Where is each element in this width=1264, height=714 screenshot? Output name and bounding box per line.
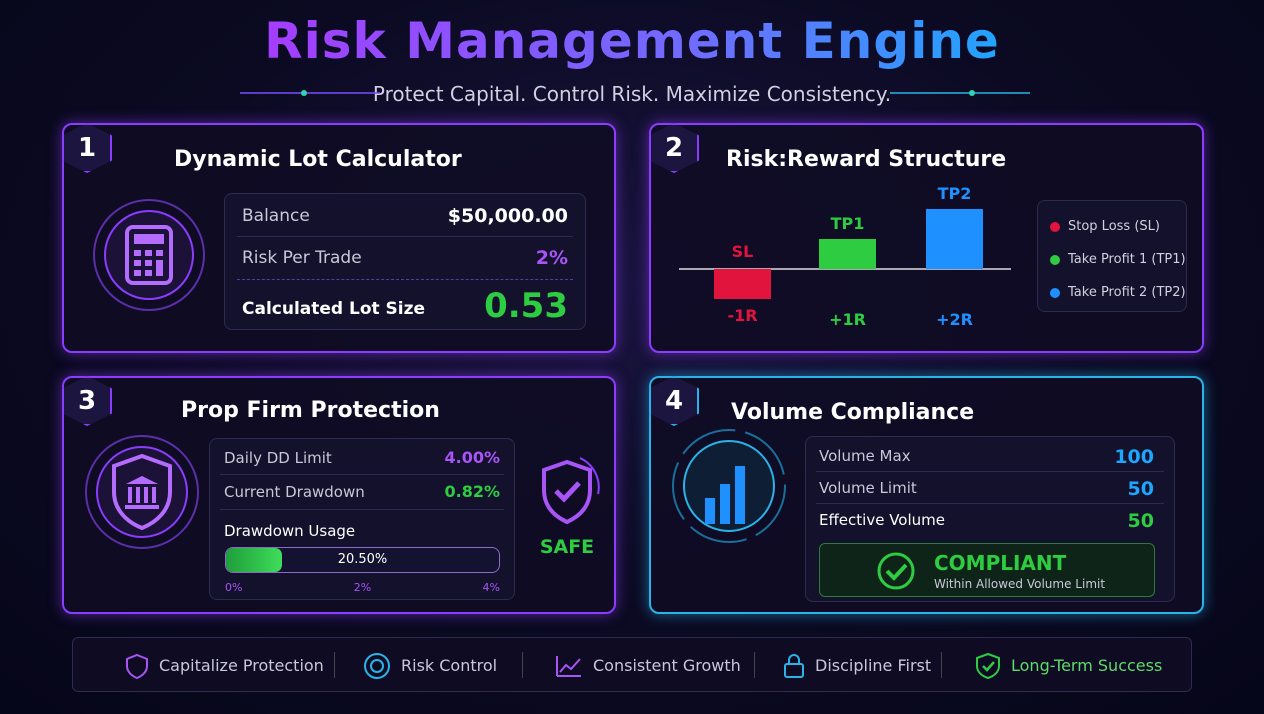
row-label: Effective Volume [819, 511, 945, 529]
subtitle: Protect Capital. Control Risk. Maximize … [372, 82, 892, 106]
volume-box: Volume Max 100 Volume Limit 50 Effective… [805, 436, 1175, 602]
status: COMPLIANT [934, 551, 1067, 575]
check-icon [877, 552, 915, 590]
progress-scale: 0% 2% 4% [225, 581, 500, 595]
bar-value-label: +1R [829, 310, 866, 329]
separator [816, 471, 1164, 472]
status-note: Within Allowed Volume Limit [934, 577, 1106, 591]
legend-text: Stop Loss (SL) [1068, 219, 1160, 234]
footer-text: Capitalize Protection [159, 656, 324, 675]
legend-swatch [1050, 254, 1060, 265]
dd-box: Daily DD Limit 4.00% Current Drawdown 0.… [209, 438, 515, 600]
row-value: 4.00% [444, 448, 500, 467]
separator [220, 509, 504, 510]
progress-fill [226, 548, 282, 572]
bar-category: TP2 [938, 184, 972, 203]
usage-label: 20.50% [337, 552, 388, 567]
title: Risk Management Engine [0, 12, 1264, 70]
panel-lot-calculator: 1 Dynamic Lot Calculator Balance $50,000… [62, 123, 616, 353]
footer-text: Consistent Growth [593, 656, 741, 675]
legend-text: Take Profit 1 (TP1) [1068, 252, 1186, 267]
icon [364, 652, 390, 679]
icon [976, 652, 1000, 679]
panel-title: Volume Compliance [731, 400, 975, 425]
progress-track [225, 547, 500, 573]
row-value: 50 [1127, 510, 1154, 532]
footer-item: Discipline First [783, 638, 931, 693]
panel-prop-firm: 3 Prop Firm Protection Daily DD Limit 4.… [62, 376, 616, 614]
legend-text: Take Profit 2 (TP2) [1068, 285, 1186, 300]
rr-chart: SL -1R TP1 +1R TP2 +2R [679, 184, 1011, 329]
icon [126, 653, 148, 679]
separator [237, 279, 573, 280]
row-label: Daily DD Limit [224, 449, 332, 467]
row-value: $50,000.00 [447, 205, 568, 227]
progress-tick-label: 0% [225, 581, 243, 594]
panel-title: Prop Firm Protection [181, 398, 440, 423]
legend-item: Stop Loss (SL) [1050, 219, 1160, 234]
separator [522, 652, 523, 678]
progress-tick-label: 4% [482, 581, 500, 594]
footer-item: Capitalize Protection [125, 638, 324, 693]
bar-category: TP1 [831, 214, 865, 233]
footer-text: Discipline First [815, 656, 932, 675]
calculator-icon [93, 199, 205, 311]
badge: 1 [62, 123, 112, 173]
panel-title: Dynamic Lot Calculator [174, 147, 462, 172]
row-label: Calculated Lot Size [242, 299, 426, 319]
row-label: Balance [242, 206, 310, 226]
panel-volume: 4 Volume Compliance Volume Max 100 Volum… [649, 376, 1204, 614]
separator [237, 236, 573, 237]
footer-item: Long-Term Success [975, 638, 1162, 693]
row-label: Risk Per Trade [242, 248, 362, 268]
panel-title: Risk:Reward Structure [726, 147, 1007, 172]
bar-value-label: +2R [936, 310, 973, 329]
status: SAFE [539, 536, 595, 558]
icon [556, 655, 581, 677]
safe-icon [542, 457, 600, 525]
row-value: 0.53 [484, 286, 568, 326]
legend-swatch [1050, 221, 1060, 232]
usage-title: Drawdown Usage [224, 522, 356, 540]
legend-item: Take Profit 2 (TP2) [1050, 285, 1186, 300]
compliant-box: COMPLIANT Within Allowed Volume Limit [819, 543, 1155, 597]
row-value: 2% [535, 247, 568, 269]
footer-text: Risk Control [401, 656, 498, 675]
badge: 3 [62, 376, 112, 426]
progress-tick-label: 2% [353, 581, 372, 594]
row-value: 100 [1114, 446, 1154, 468]
separator [816, 503, 1164, 504]
legend: Stop Loss (SL) Take Profit 1 (TP1) Take Pr… [1037, 200, 1187, 312]
row-label: Volume Limit [819, 479, 917, 497]
footer-item: Risk Control [363, 638, 497, 693]
bar [714, 269, 771, 299]
footer-text: Long-Term Success [1011, 656, 1163, 675]
row-value: 50 [1127, 478, 1154, 500]
bar [819, 239, 876, 269]
subtitle-deco [240, 90, 1030, 96]
icon [784, 653, 804, 678]
legend-swatch [1050, 287, 1060, 298]
bar-category: SL [732, 242, 754, 261]
shield-icon [85, 435, 199, 549]
footer-item: Consistent Growth [555, 638, 741, 693]
row-value: 0.82% [444, 482, 500, 501]
separator [754, 652, 755, 678]
bar-value-label: -1R [727, 306, 757, 325]
separator [220, 474, 504, 475]
panel-risk-reward: 2 Risk:Reward Structure SL -1R TP1 +1R TP2 +2… [649, 123, 1204, 353]
footer: Capitalize Protection Risk Control Consi… [72, 637, 1192, 692]
badge: 4 [649, 376, 699, 426]
row-label: Current Drawdown [224, 483, 365, 501]
legend-item: Take Profit 1 (TP1) [1050, 252, 1186, 267]
calc-box: Balance $50,000.00 Risk Per Trade 2% Cal… [224, 193, 586, 330]
separator [941, 652, 942, 678]
row-label: Volume Max [819, 447, 911, 465]
separator [334, 652, 335, 678]
volume-icon [672, 429, 786, 543]
bar [926, 209, 983, 269]
